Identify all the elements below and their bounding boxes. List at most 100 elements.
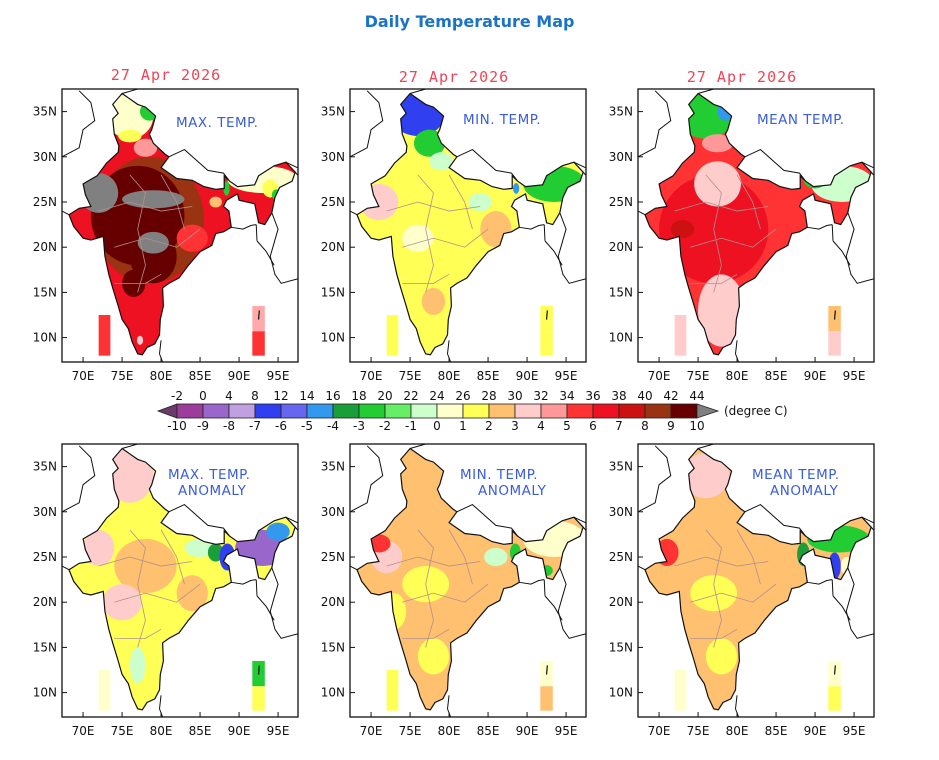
temperature-region	[402, 224, 434, 252]
lon-tick-label: 75E	[687, 369, 710, 383]
lat-tick-label: 30N	[609, 150, 633, 164]
colorbar-anomaly-label: 3	[511, 419, 519, 433]
state-boundary	[114, 228, 201, 248]
date-label: 27 Apr 2026	[399, 68, 509, 86]
colorbar-swatch	[592, 403, 620, 419]
lat-tick-label: 25N	[321, 550, 345, 564]
lat-tick-label: 20N	[321, 595, 345, 609]
temperature-region	[266, 522, 290, 541]
country-border	[543, 224, 546, 241]
lat-tick-label: 25N	[609, 550, 633, 564]
andaman-islands	[545, 310, 548, 320]
state-boundary	[690, 583, 777, 603]
lat-tick-label: 25N	[321, 195, 345, 209]
colorbar-temp-label: 30	[507, 389, 522, 403]
country-border	[168, 503, 231, 537]
colorbar-anomaly-label: 1	[459, 419, 467, 433]
country-border	[832, 240, 851, 266]
colorbar-temp-label: 34	[559, 389, 574, 403]
colorbar-anomaly-label: 10	[689, 419, 704, 433]
country-border	[158, 695, 164, 718]
lon-tick-label: 80E	[438, 369, 461, 383]
colorbar-swatch	[202, 403, 230, 419]
colorbar-anomaly-label: 8	[641, 419, 649, 433]
country-border	[269, 567, 298, 639]
colorbar-temp-label: 36	[585, 389, 600, 403]
colorbar-anomaly-label: -1	[405, 419, 417, 433]
temperature-region	[129, 647, 146, 684]
lat-tick-label: 15N	[609, 285, 633, 299]
country-border	[294, 171, 298, 176]
colorbar-anomaly-label: 9	[667, 419, 675, 433]
map-frame	[349, 443, 587, 718]
lat-tick-label: 15N	[609, 640, 633, 654]
panel-title: MIN. TEMP.	[460, 467, 538, 483]
country-border	[519, 224, 545, 230]
colorbar-swatch	[228, 403, 256, 419]
colorbar-swatch	[410, 403, 438, 419]
colorbar-temp-label: 28	[481, 389, 496, 403]
lon-tick-label: 80E	[726, 724, 749, 738]
lat-tick-label: 10N	[33, 331, 57, 345]
state-boundary	[386, 201, 481, 212]
state-boundary	[448, 529, 473, 585]
colorbar-swatch	[514, 403, 542, 419]
colorbar-swatch	[332, 403, 360, 419]
lon-tick-label: 90E	[516, 724, 539, 738]
lat-tick-label: 30N	[609, 505, 633, 519]
lon-tick-label: 75E	[111, 724, 134, 738]
colorbar-temp-label: 4	[225, 389, 233, 403]
state-boundary	[386, 556, 481, 567]
temperature-region	[540, 565, 553, 576]
state-boundary	[705, 529, 722, 648]
state-boundary	[736, 174, 761, 230]
lon-tick-label: 85E	[765, 724, 788, 738]
temperature-region	[480, 211, 512, 248]
state-boundary	[705, 174, 722, 293]
lon-tick-label: 70E	[72, 724, 95, 738]
colorbar-temp-label: 32	[533, 389, 548, 403]
country-border	[349, 565, 358, 571]
map-panel: 35N 30N 25N 20N 15N 10N 70E 75E 80E 85E 90E 95E 27 A…	[321, 68, 587, 383]
colorbar-anomaly-label: 0	[433, 419, 441, 433]
country-border	[832, 595, 851, 621]
map-frame	[637, 88, 875, 363]
lakshadweep-box	[386, 315, 399, 356]
country-border	[121, 443, 138, 450]
colorbar-swatch	[358, 403, 386, 419]
country-border	[734, 340, 740, 363]
country-border	[637, 210, 646, 216]
state-boundary	[690, 628, 738, 639]
state-boundary	[114, 273, 162, 284]
country-border	[255, 224, 258, 241]
temperature-region	[223, 181, 230, 196]
colorbar-swatch	[540, 403, 568, 419]
map-panel: 35N 30N 25N 20N 15N 10N 70E 75E 80E 85E 90E 95E 27 A…	[609, 68, 875, 383]
colorbar-swatch	[670, 403, 698, 419]
country-border	[831, 224, 834, 241]
colorbar-temp-label: 0	[199, 389, 207, 403]
country-border	[349, 90, 384, 158]
temperature-region	[421, 287, 446, 315]
country-border	[637, 90, 672, 158]
colorbar-temp-label: 20	[377, 389, 392, 403]
state-boundary	[98, 201, 193, 212]
colorbar-swatch	[280, 403, 308, 419]
country-border	[349, 210, 358, 216]
panel-title: MAX. TEMP.	[168, 467, 250, 483]
temperature-field	[79, 93, 296, 345]
country-border	[168, 148, 231, 182]
lakshadweep-box	[674, 670, 687, 711]
lon-tick-label: 95E	[843, 724, 866, 738]
state-boundary	[402, 628, 450, 639]
country-border	[446, 695, 452, 718]
colorbar-swatch	[384, 403, 412, 419]
country-border	[256, 240, 275, 266]
colorbar-anomaly-label: -4	[327, 419, 339, 433]
lat-tick-label: 25N	[33, 195, 57, 209]
map-panel: 35N 30N 25N 20N 15N 10N 70E 75E 80E 85E 90E 95E MEAN…	[609, 443, 875, 738]
lon-tick-label: 85E	[189, 369, 212, 383]
colorbar-anomaly-label: 4	[537, 419, 545, 433]
country-border	[285, 516, 298, 524]
country-border	[158, 340, 164, 363]
